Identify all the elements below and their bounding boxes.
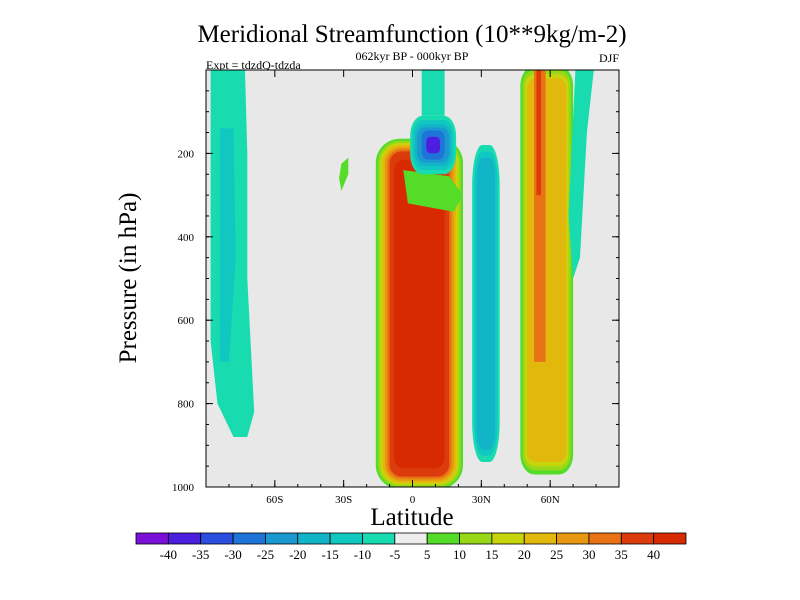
equatorial-cell-neck [403,170,463,212]
colorbar-label-8: 5 [424,547,431,562]
colorbar-swatch-4 [265,532,299,545]
colorbar-swatch-16 [653,532,687,545]
colorbar-swatch-0 [135,532,169,545]
colorbar-label-6: -10 [354,547,371,562]
season-label: DJF [599,51,619,65]
y-axis-title: Pressure (in hPa) [115,193,142,364]
y-tick-label-4: 1000 [172,482,195,494]
colorbar-swatch-1 [167,532,202,545]
chart-title: Meridional Streamfunction (10**9kg/m-2) [197,21,626,48]
colorbar-label-3: -25 [257,547,274,562]
south-negative-band-inner [219,128,236,362]
y-axis-ticks: 200 400 600 800 1000 [172,90,619,494]
colorbar-swatch-15 [620,532,655,545]
colorbar-swatch-14 [588,532,622,545]
colorbar-label-5: -15 [321,547,338,562]
colorbar: -40 -35 -30 -25 -20 -15 -10 -5 5 10 15 20 25 30 35 40 [135,532,687,562]
colorbar-swatch-7 [362,532,396,545]
colorbar-label-14: 35 [615,547,628,562]
colorbar-swatch-11 [491,532,525,545]
colorbar-swatch-10 [459,532,493,545]
north-negative-band-outer [568,70,594,279]
experiment-label: Expt = tdzdQ-tdzda [206,58,301,72]
colorbar-label-11: 20 [518,547,531,562]
colorbar-swatch-2 [200,532,234,545]
colorbar-swatch-3 [232,532,266,545]
y-tick-label-3: 800 [178,399,195,411]
x-tick-label-0: 60S [266,494,283,506]
colorbar-label-12: 25 [550,547,563,562]
x-tick-label-2: 0 [410,494,416,506]
colorbar-swatch-8 [394,532,428,545]
colorbar-label-15: 40 [647,547,660,562]
x-axis-title: Latitude [370,504,453,531]
time-range-label: 062kyr BP - 000kyr BP [356,49,469,63]
equatorial-cell-level-7 [394,159,445,469]
south-positive-patch [339,157,349,191]
colorbar-label-4: -20 [289,547,306,562]
north-positive-band-level-3 [527,78,567,462]
colorbar-label-10: 15 [485,547,498,562]
colorbar-label-2: -30 [224,547,241,562]
x-tick-label-3: 30N [472,494,491,506]
x-tick-label-4: 60N [541,494,560,506]
y-tick-label-2: 600 [178,315,195,327]
x-tick-label-1: 30S [335,494,352,506]
north-positive-core-2 [536,70,541,196]
x-axis-ticks: 60S 30S 0 30N 60N [228,70,597,506]
colorbar-swatch-12 [523,532,557,545]
north-negative-band-level-2 [476,157,496,450]
colorbar-label-9: 10 [453,547,466,562]
colorbar-swatch-13 [556,532,590,545]
colorbar-swatch-5 [297,532,331,545]
colorbar-label-0: -40 [160,547,177,562]
colorbar-label-13: 30 [582,547,595,562]
colorbar-swatch-9 [426,532,460,545]
upper-negative-core-level-5 [426,136,441,154]
colorbar-swatch-6 [329,532,363,545]
y-tick-label-0: 200 [178,148,195,160]
upper-negative-stem [421,70,445,116]
colorbar-label-1: -35 [192,547,209,562]
contour-fields [210,70,594,487]
colorbar-label-7: -5 [389,547,400,562]
y-tick-label-1: 400 [178,232,195,244]
